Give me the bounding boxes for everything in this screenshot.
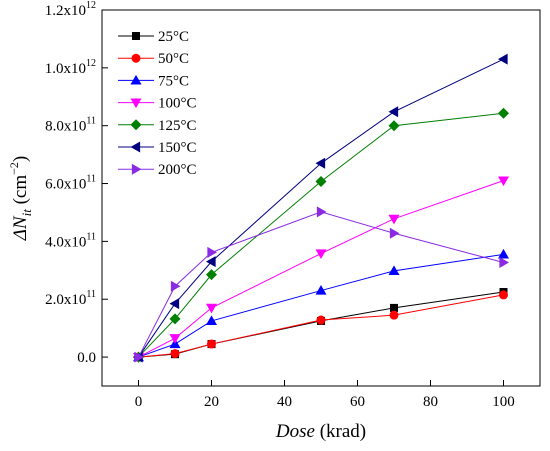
- data-point: [315, 285, 327, 295]
- data-point: [388, 214, 400, 225]
- data-point: [130, 141, 141, 153]
- data-point: [169, 334, 181, 344]
- y-tick-label: 6.0x1011: [45, 174, 96, 193]
- series-line: [138, 180, 504, 358]
- x-tick-label: 40: [277, 394, 292, 410]
- data-point: [389, 227, 400, 239]
- data-point: [134, 351, 144, 363]
- data-point: [499, 290, 508, 300]
- data-point: [316, 206, 327, 218]
- series-line: [138, 112, 504, 358]
- y-tick-mantissa: 8.0x10: [45, 119, 86, 135]
- data-point: [498, 53, 508, 65]
- legend-label: 50°C: [158, 51, 189, 67]
- x-tick-label: 0: [135, 394, 143, 410]
- data-point: [169, 298, 180, 310]
- legend-label: 25°C: [158, 29, 189, 45]
- data-point: [132, 32, 140, 40]
- legend-label: 75°C: [158, 73, 189, 89]
- data-point: [206, 269, 217, 281]
- x-axis-label-italic: Dose: [275, 421, 315, 442]
- data-point: [388, 120, 400, 132]
- y-tick-mantissa: 2.0x10: [45, 292, 86, 308]
- x-tick-label: 100: [492, 394, 515, 410]
- data-point: [130, 119, 142, 131]
- plot-frame: [101, 9, 541, 387]
- y-tick-exponent: 12: [86, 58, 96, 69]
- y-axis-label-unit-suffix: ): [10, 156, 31, 162]
- series-200C: [134, 206, 509, 363]
- data-point: [206, 315, 217, 326]
- y-tick-label: 1.0x1012: [45, 58, 96, 77]
- data-point: [206, 303, 217, 314]
- y-tick-exponent: 11: [86, 174, 96, 185]
- y-tick-mantissa: 1.2x10: [45, 3, 86, 19]
- x-tick-label: 60: [350, 394, 365, 410]
- data-point: [131, 163, 142, 175]
- x-axis-label: Dose (krad): [275, 421, 366, 442]
- series-layer: [133, 53, 509, 363]
- y-tick-label: 1.2x1012: [45, 0, 96, 19]
- data-point: [316, 315, 326, 325]
- data-point: [390, 303, 398, 312]
- series-line: [138, 211, 504, 358]
- data-point: [389, 310, 399, 320]
- y-tick-exponent: 11: [86, 231, 96, 242]
- series-line: [138, 294, 504, 358]
- y-tick-label: 8.0x1011: [45, 116, 96, 135]
- x-axis: 0 20 40 60 80 100: [135, 380, 515, 410]
- y-tick-exponent: 11: [86, 289, 96, 300]
- data-point: [169, 313, 181, 325]
- data-point: [315, 176, 327, 188]
- data-point: [315, 249, 327, 260]
- legend-label: 200°C: [158, 162, 197, 178]
- series-75C: [133, 248, 509, 362]
- data-point: [388, 265, 400, 276]
- legend-label: 100°C: [158, 96, 197, 112]
- series-line: [138, 253, 504, 358]
- data-point: [388, 106, 399, 118]
- data-point: [498, 248, 509, 259]
- y-axis: 0.02.0x10114.0x10116.0x10118.0x10111.0x1…: [45, 0, 108, 366]
- data-point: [207, 339, 216, 349]
- y-tick-mantissa: 1.0x10: [45, 61, 86, 77]
- y-axis-label-delta: ΔN: [10, 215, 31, 241]
- y-axis-label-unit-exp: −2: [7, 162, 21, 175]
- x-axis-label-unit: (krad): [315, 421, 366, 442]
- x-tick-label: 80: [423, 394, 438, 410]
- y-axis-label-unit-prefix: (cm: [10, 175, 31, 210]
- series-line: [138, 58, 504, 358]
- data-point: [499, 256, 509, 268]
- data-point: [131, 53, 141, 63]
- y-tick-label: 0.0: [77, 350, 96, 366]
- y-tick-label: 2.0x1011: [45, 289, 96, 308]
- data-point: [130, 74, 142, 85]
- data-point: [315, 157, 326, 169]
- y-tick-mantissa: 0.0: [77, 350, 96, 366]
- y-axis-label: ΔNit (cm−2): [7, 156, 34, 241]
- data-point: [207, 246, 217, 258]
- y-axis-label-subscript: it: [19, 209, 34, 217]
- y-tick-exponent: 12: [86, 0, 96, 11]
- x-tick-label: 20: [204, 394, 219, 410]
- series-150C: [133, 53, 508, 363]
- y-tick-label: 4.0x1011: [45, 231, 96, 250]
- legend-label: 125°C: [158, 118, 197, 134]
- data-point: [206, 256, 216, 268]
- legend: 25°C 50°C 75°C 100°C 125°C 150°C 200°C: [118, 29, 197, 178]
- data-point: [498, 176, 509, 187]
- y-tick-mantissa: 4.0x10: [45, 234, 86, 250]
- series-50C: [134, 290, 508, 362]
- y-tick-mantissa: 6.0x10: [45, 177, 86, 193]
- legend-label: 150°C: [158, 140, 197, 156]
- data-point: [170, 349, 180, 359]
- data-point: [170, 280, 181, 292]
- y-tick-exponent: 11: [86, 116, 96, 127]
- data-point: [498, 107, 509, 119]
- data-point: [130, 98, 142, 109]
